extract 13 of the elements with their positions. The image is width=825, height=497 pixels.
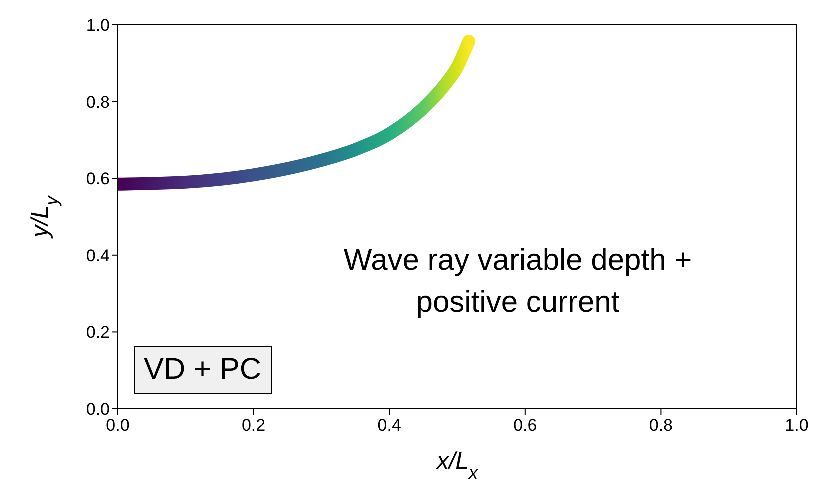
- y-tick-label: 0.4: [86, 246, 110, 266]
- y-tick-label: 1.0: [86, 16, 110, 36]
- annotation: Wave ray variable depth + positive current: [342, 243, 694, 321]
- y-tick-label: 0.8: [86, 92, 110, 112]
- x-tick-label: 0.8: [649, 416, 674, 436]
- annotation: VD + PC: [134, 346, 272, 394]
- y-tick-label: 0.2: [86, 323, 110, 342]
- x-tick-label: 1.0: [785, 416, 809, 436]
- x-tick-label: 0.4: [378, 416, 402, 436]
- x-tick-label: 0.2: [242, 416, 266, 436]
- x-tick-label: 0.6: [514, 416, 538, 436]
- y-tick-label: 0.6: [86, 170, 110, 189]
- x-axis-title: x/L$_{x}$: [436, 448, 480, 483]
